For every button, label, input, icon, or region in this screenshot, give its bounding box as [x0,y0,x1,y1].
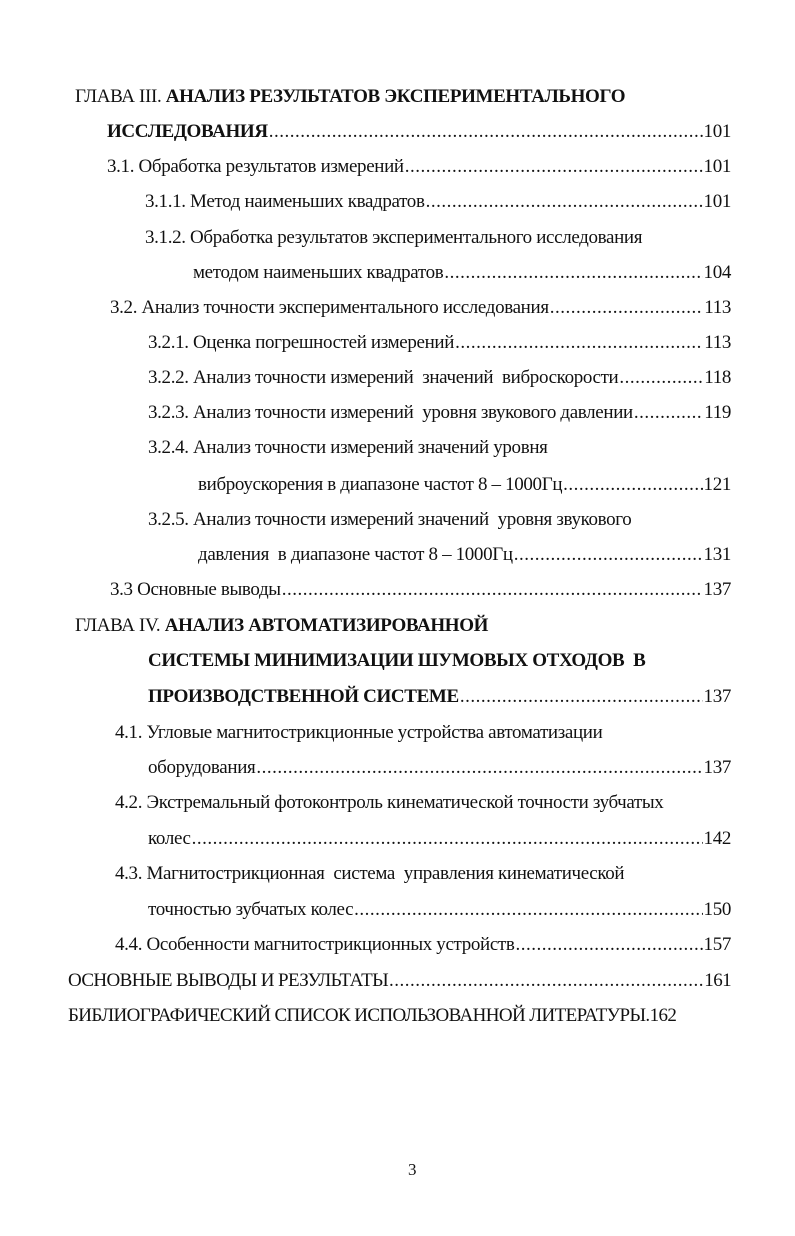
toc-page-number: 137 [703,686,732,707]
dot-leader [460,685,703,709]
toc-entry-title: ПРОИЗВОДСТВЕННОЙ СИСТЕМЕ [148,686,459,707]
dot-leader [563,473,702,497]
toc-entry-title: методом наименьших квадратов [193,262,444,283]
toc-entry-title: точностью зубчатых колес [148,899,354,920]
toc-entry-title: 3.1.1. Метод наименьших квадратов [145,191,425,212]
toc-entry: оборудования 137 [148,756,731,780]
dot-leader [619,366,703,390]
toc-entry: 3.2.3. Анализ точности измерений уровня … [148,401,731,425]
toc-entry: 3.1.2. Обработка результатов эксперимент… [145,226,642,250]
dot-leader [426,190,703,214]
dot-leader [455,331,703,355]
toc-entry: 3.2. Анализ точности экспериментального … [110,296,731,320]
toc-page-number: 162 [649,1005,677,1026]
dot-leader [256,756,702,780]
toc-entry-title: 4.2. Экстремальный фотоконтроль кинемати… [115,792,664,813]
toc-page-number: 121 [703,474,732,495]
toc-entry-title: колес [148,828,191,849]
toc-entry: ПРОИЗВОДСТВЕННОЙ СИСТЕМЕ 137 [148,685,731,709]
dot-leader [444,261,702,285]
toc-entry: БИБЛИОГРАФИЧЕСКИЙ СПИСОК ИСПОЛЬЗОВАННОЙ … [68,1004,677,1028]
page-number: 3 [408,1160,417,1179]
toc-entry-title: 3.2.1. Оценка погрешностей измерений [148,332,455,353]
toc-page-number: 119 [704,402,731,423]
toc-entry-title: ОСНОВНЫЕ ВЫВОДЫ И РЕЗУЛЬТАТЫ [68,970,389,991]
toc-entry: 4.1. Угловые магнитострикционные устройс… [115,721,603,745]
toc-page-number: 104 [703,262,732,283]
toc-entry: 3.2.5. Анализ точности измерений значени… [148,508,632,532]
toc-entry: 4.4. Особенности магнитострикционных уст… [115,933,731,957]
toc-entry-title: АНАЛИЗ АВТОМАТИЗИРОВАННОЙ [164,615,489,636]
chapter-prefix: ГЛАВА III. [75,86,166,107]
toc-entry: ГЛАВА III. АНАЛИЗ РЕЗУЛЬТАТОВ ЭКСПЕРИМЕН… [75,85,626,109]
toc-entry-title: 3.2.3. Анализ точности измерений уровня … [148,402,633,423]
toc-entry: 3.1.1. Метод наименьших квадратов 101 [145,190,731,214]
toc-page-number: 137 [703,579,732,600]
toc-page-number: 118 [704,367,731,388]
toc-entry: 3.1. Обработка результатов измерений 101 [107,155,731,179]
toc-entry-title: АНАЛИЗ РЕЗУЛЬТАТОВ ЭКСПЕРИМЕНТАЛЬНОГО [165,86,626,107]
toc-entry: 4.2. Экстремальный фотоконтроль кинемати… [115,791,664,815]
dot-leader [282,578,703,602]
toc-entry-title: оборудования [148,757,256,778]
toc-entry-title: 3.2. Анализ точности экспериментального … [110,297,549,318]
toc-entry: 3.3 Основные выводы 137 [110,578,731,602]
dot-leader [405,155,703,179]
toc-entry: точностью зубчатых колес 150 [148,898,731,922]
toc-entry-title: 3.1.2. Обработка результатов эксперимент… [145,227,643,248]
toc-entry-title: давления в диапазоне частот 8 – 1000Гц [198,544,513,565]
toc-page-number: 142 [703,828,732,849]
toc-entry: виброускорения в диапазоне частот 8 – 10… [198,473,731,497]
dot-leader [354,898,702,922]
toc-entry-title: 4.1. Угловые магнитострикционные устройс… [115,722,603,743]
toc-page-number: 101 [703,191,732,212]
toc-entry: 3.2.1. Оценка погрешностей измерений 113 [148,331,731,355]
toc-page-number: 101 [703,121,732,142]
toc-page-number: 150 [703,899,732,920]
toc-entry-title: БИБЛИОГРАФИЧЕСКИЙ СПИСОК ИСПОЛЬЗОВАННОЙ … [68,1005,650,1026]
toc-page-number: 113 [704,297,731,318]
dot-leader [389,969,703,993]
toc-entry-title: 3.1. Обработка результатов измерений [107,156,404,177]
toc-entry-title: 4.4. Особенности магнитострикционных уст… [115,934,515,955]
toc-entry-title: 3.2.2. Анализ точности измерений значени… [148,367,619,388]
dot-leader [550,296,704,320]
toc-entry: методом наименьших квадратов 104 [193,261,731,285]
toc-page-number: 137 [703,757,732,778]
chapter-prefix: ГЛАВА IV. [75,615,165,636]
toc-entry-title: 3.2.5. Анализ точности измерений значени… [148,509,632,530]
dot-leader [514,543,703,567]
toc-entry: ОСНОВНЫЕ ВЫВОДЫ И РЕЗУЛЬТАТЫ 161 [68,969,732,993]
dot-leader [269,120,703,144]
toc-entry-title: 3.3 Основные выводы [110,579,281,600]
toc-entry: 3.2.2. Анализ точности измерений значени… [148,366,731,390]
toc-entry: ГЛАВА IV. АНАЛИЗ АВТОМАТИЗИРОВАННОЙ [75,614,488,638]
toc-entry: ИССЛЕДОВАНИЯ 101 [107,120,731,144]
dot-leader [192,827,703,851]
toc-entry-title: ИССЛЕДОВАНИЯ [107,121,268,142]
toc-page-number: 131 [703,544,732,565]
toc-entry-title: 4.3. Магнитострикционная система управле… [115,863,625,884]
toc-entry: колес 142 [148,827,731,851]
toc-page-number: 113 [704,332,731,353]
toc-entry-title: виброускорения в диапазоне частот 8 – 10… [198,474,563,495]
toc-entry: 4.3. Магнитострикционная система управле… [115,862,625,886]
toc-entry-title: 3.2.4. Анализ точности измерений значени… [148,437,548,458]
toc-entry: давления в диапазоне частот 8 – 1000Гц 13… [198,543,731,567]
toc-page-number: 101 [703,156,732,177]
toc-page-number: 161 [704,970,731,991]
toc-entry: СИСТЕМЫ МИНИМИЗАЦИИ ШУМОВЫХ ОТХОДОВ В [148,649,646,673]
toc-entry-title: СИСТЕМЫ МИНИМИЗАЦИИ ШУМОВЫХ ОТХОДОВ В [148,650,646,671]
dot-leader [516,933,703,957]
toc-page-number: 157 [703,934,732,955]
dot-leader [634,401,703,425]
toc-entry: 3.2.4. Анализ точности измерений значени… [148,436,548,460]
